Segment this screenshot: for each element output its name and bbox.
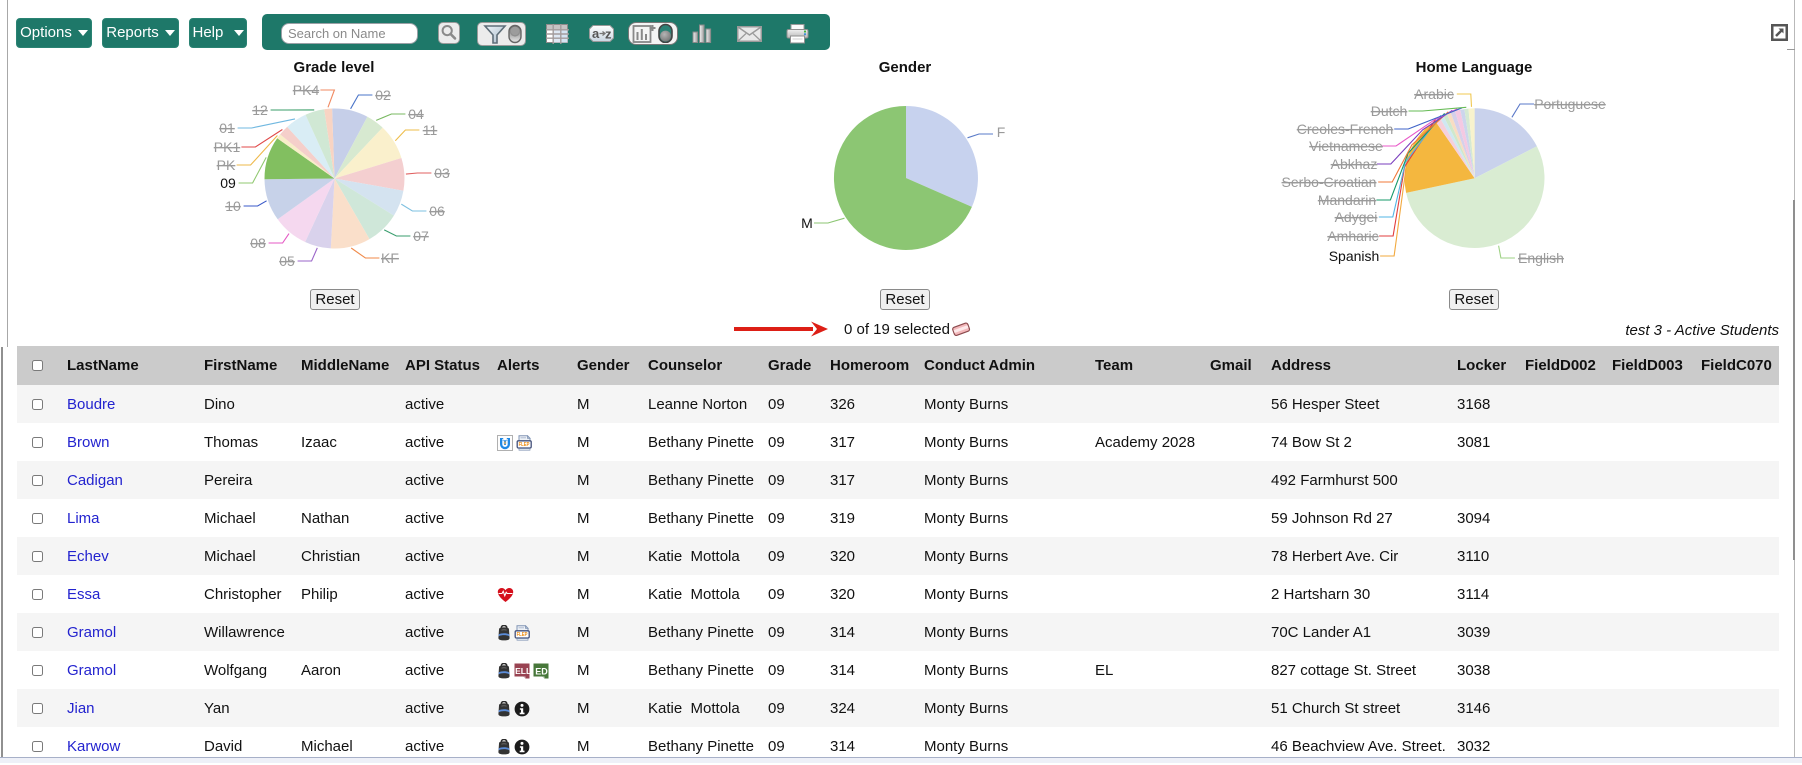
svg-text:Abkhaz: Abkhaz bbox=[1331, 156, 1378, 172]
svg-text:10: 10 bbox=[225, 198, 241, 214]
svg-text:a: a bbox=[592, 26, 600, 41]
svg-text:Spanish: Spanish bbox=[1329, 248, 1380, 264]
svg-text:Gender: Gender bbox=[879, 59, 932, 76]
svg-text:PK1: PK1 bbox=[214, 139, 241, 155]
svg-text:Serbo-Croatian: Serbo-Croatian bbox=[1282, 174, 1377, 190]
svg-text:08: 08 bbox=[250, 235, 266, 251]
svg-text:Arabic: Arabic bbox=[1414, 86, 1454, 102]
svg-text:F: F bbox=[997, 124, 1006, 140]
svg-text:Home Language: Home Language bbox=[1416, 59, 1533, 76]
svg-text:English: English bbox=[1518, 250, 1564, 266]
svg-text:Grade level: Grade level bbox=[294, 59, 375, 76]
svg-text:KF: KF bbox=[381, 250, 399, 266]
svg-text:ED: ED bbox=[535, 666, 548, 676]
svg-text:Vietnamese: Vietnamese bbox=[1309, 138, 1383, 154]
svg-text:Creoles-French: Creoles-French bbox=[1297, 121, 1393, 137]
svg-text:09: 09 bbox=[220, 175, 236, 191]
svg-text:Mandarin: Mandarin bbox=[1318, 192, 1376, 208]
svg-text:Portuguese: Portuguese bbox=[1534, 96, 1606, 112]
svg-text:FLEP: FLEP bbox=[517, 632, 528, 638]
svg-text:Dutch: Dutch bbox=[1371, 103, 1408, 119]
svg-text:Adygei: Adygei bbox=[1335, 209, 1378, 225]
svg-text:PK: PK bbox=[217, 157, 236, 173]
svg-text:12: 12 bbox=[252, 102, 268, 118]
svg-text:Amharic: Amharic bbox=[1327, 228, 1378, 244]
svg-text:07: 07 bbox=[413, 228, 429, 244]
svg-text:FLEP: FLEP bbox=[519, 442, 530, 448]
svg-text:01: 01 bbox=[219, 120, 235, 136]
svg-text:05: 05 bbox=[279, 253, 295, 269]
svg-text:03: 03 bbox=[434, 165, 450, 181]
svg-text:02: 02 bbox=[375, 87, 391, 103]
svg-text:11: 11 bbox=[423, 122, 438, 138]
svg-text:M: M bbox=[801, 215, 813, 231]
svg-text:06: 06 bbox=[429, 203, 445, 219]
svg-text:PK4: PK4 bbox=[293, 82, 320, 98]
svg-text:ELL: ELL bbox=[515, 666, 530, 676]
svg-text:z: z bbox=[605, 27, 612, 42]
svg-text:04: 04 bbox=[408, 106, 424, 122]
